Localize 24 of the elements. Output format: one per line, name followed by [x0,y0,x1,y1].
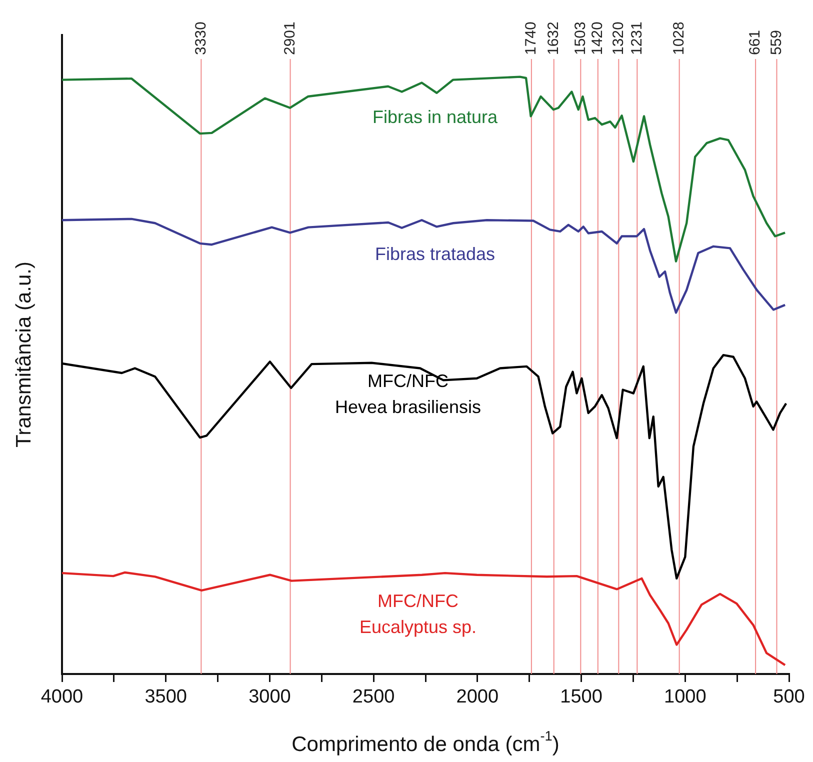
ref-line-label: 1740 [522,22,540,55]
ref-line-label: 1320 [610,22,627,55]
ref-line-label: 3330 [192,22,210,55]
x-tick-label: 4000 [40,686,84,708]
x-tick-label: 2000 [456,686,499,708]
x-tick-label: 1000 [664,686,706,708]
ref-line-label: 1503 [572,22,589,55]
ref-line-label: 1632 [545,22,562,55]
series-label: Fibras tratadas [374,244,496,264]
x-tick-label: 500 [773,686,805,708]
x-tick-label: 3000 [248,686,291,708]
series-label: Fibras in natura [372,106,499,127]
ref-line-label: 1231 [628,22,646,55]
series-label: MFC/NFC Eucalyptus sp. [359,590,477,637]
x-tick-label: 3500 [144,686,187,708]
ref-line-label: 559 [768,30,785,55]
y-axis-title: Transmitância (a.u.) [12,262,36,448]
x-tick-label: 1500 [560,686,602,708]
series-label: MFC/NFC Hevea brasiliensis [334,370,482,417]
ref-line-label: 1028 [670,22,688,55]
ref-line-label: 661 [746,30,764,55]
ref-line-label: 1420 [589,22,606,55]
x-tick-label: 2500 [352,686,395,708]
ref-line-label: 2901 [281,22,298,55]
